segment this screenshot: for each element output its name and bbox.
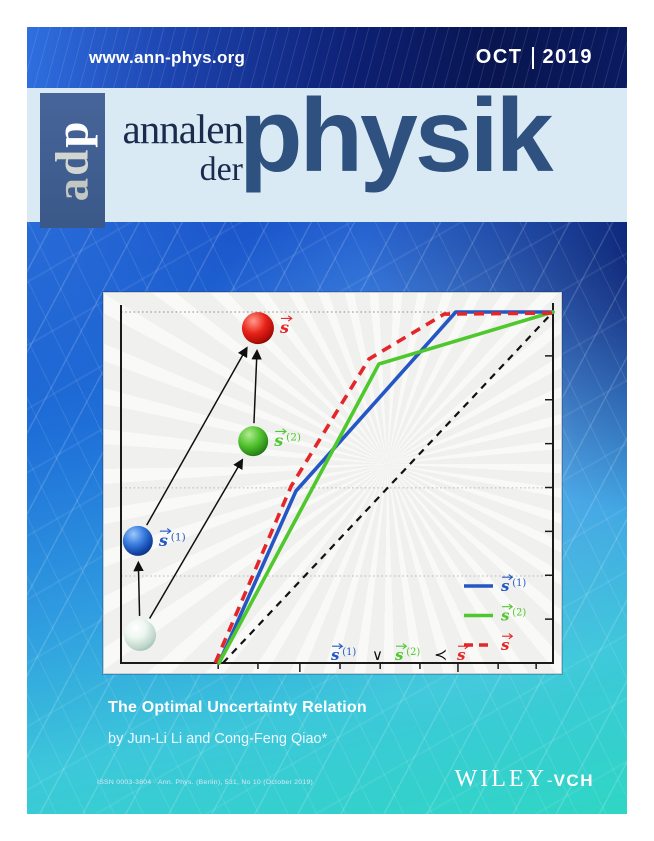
adp-letter-d: d	[46, 147, 98, 176]
svg-text:(1): (1)	[342, 647, 356, 658]
journal-cover: www.ann-phys.org OCT 2019 annalen der ph…	[27, 27, 627, 814]
adp-letter-p: p	[46, 119, 98, 148]
majorization-chart: s (1)s (2)ss (1)s (2)ss (1) ∨ s (2) ≺ s	[120, 303, 555, 672]
svg-text:s: s	[457, 646, 466, 664]
masthead-band: annalen der physik	[27, 84, 627, 222]
masthead-word-annalen: annalen	[122, 106, 244, 152]
svg-text:s: s	[279, 318, 289, 337]
journal-url: www.ann-phys.org	[89, 47, 246, 67]
svg-text:(2): (2)	[512, 607, 526, 618]
masthead-word-der: der	[199, 151, 243, 188]
adp-letter-a: a	[46, 175, 98, 202]
publisher-wiley: WILEY	[454, 766, 547, 792]
issue-month: OCT	[475, 46, 523, 68]
svg-text:s: s	[501, 636, 510, 654]
svg-text:s: s	[501, 577, 510, 595]
svg-text:≺: ≺	[434, 645, 447, 664]
svg-text:s: s	[158, 531, 168, 550]
cover-figure-panel: s (1) s (2) s s (1) s (2) s s (1) ∨ s (2) ≺ s	[103, 292, 562, 674]
cover-header-bar: www.ann-phys.org OCT 2019	[27, 27, 627, 88]
issue-year: 2019	[542, 46, 593, 68]
issue-separator-bar	[531, 46, 534, 69]
article-title: The Optimal Uncertainty Relation	[108, 699, 367, 716]
adp-logo: adp	[46, 119, 98, 202]
article-block: The Optimal Uncertainty Relation by Jun-…	[108, 699, 367, 747]
article-byline: by Jun-Li Li and Cong-Feng Qiao*	[108, 731, 328, 747]
svg-text:∨: ∨	[372, 646, 383, 664]
svg-text:s: s	[331, 646, 340, 664]
svg-text:(1): (1)	[512, 578, 526, 589]
adp-logo-box: adp	[40, 93, 105, 228]
publisher-hyphen: -	[546, 771, 553, 790]
svg-text:s: s	[395, 646, 404, 664]
svg-text:(2): (2)	[406, 647, 420, 658]
publisher-vch: VCH	[553, 771, 594, 790]
svg-text:(1): (1)	[171, 531, 186, 543]
svg-text:s: s	[273, 431, 283, 450]
masthead-word-physik: physik	[239, 78, 553, 194]
issn-line: ISSN 0003-3804 · Ann. Phys. (Berlin), 53…	[97, 779, 314, 786]
svg-text:(2): (2)	[286, 432, 301, 444]
svg-text:s: s	[501, 607, 510, 625]
publisher-logo: WILEY - VCH	[455, 766, 594, 793]
issue-date: OCT 2019	[476, 46, 593, 69]
masthead-title-small: annalen der	[27, 106, 244, 188]
